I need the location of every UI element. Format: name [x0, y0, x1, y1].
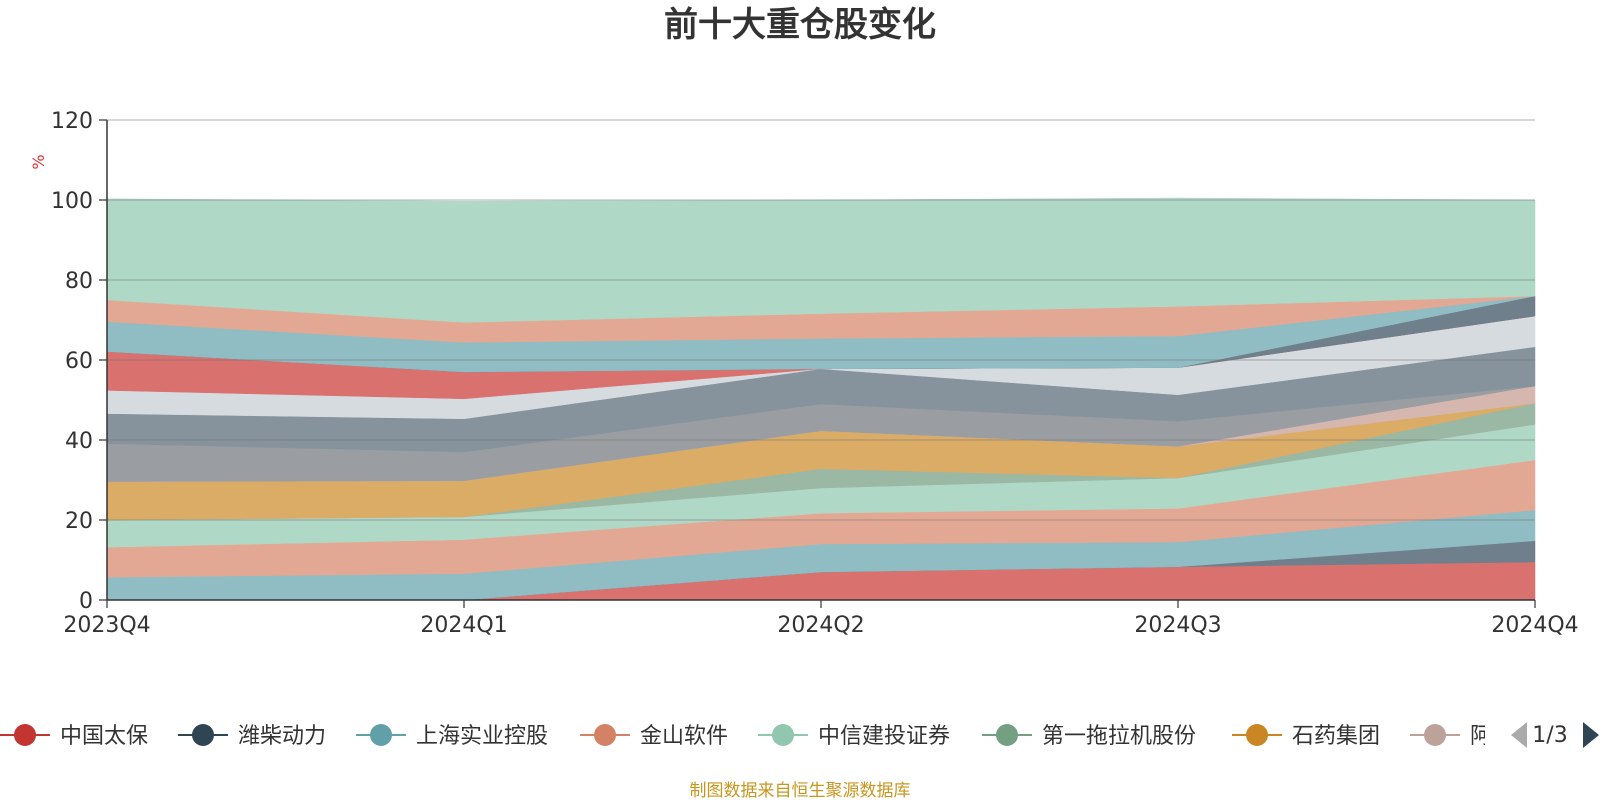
grid-layer — [107, 119, 1535, 521]
legend: 中国太保 潍柴动力 上海实业控股 金山软件 中信建投证券 第一拖拉机股份 石药集团 阿 — [0, 724, 1492, 749]
chart-title: 前十大重仓股变化 — [664, 5, 936, 45]
legend-circle-marker — [1246, 724, 1268, 746]
y-axis-unit-label: % — [29, 154, 48, 169]
legend-label: 上海实业控股 — [416, 724, 548, 749]
y-tick-label: 0 — [79, 589, 93, 614]
legend-pager: 1/3 — [1511, 722, 1599, 748]
y-tick-label: 100 — [51, 189, 93, 214]
legend-circle-marker — [192, 724, 214, 746]
legend-next-arrow-icon[interactable] — [1583, 722, 1599, 748]
legend-circle-marker — [996, 724, 1018, 746]
area-series-15 — [106, 197, 1536, 323]
x-tick-label: 2023Q4 — [63, 613, 150, 638]
legend-item[interactable]: 金山软件 — [580, 724, 728, 749]
x-tick-label: 2024Q1 — [420, 613, 507, 638]
legend-item[interactable]: 石药集团 — [1232, 724, 1380, 749]
legend-label: 阿 — [1470, 724, 1492, 749]
legend-circle-marker — [14, 724, 36, 746]
legend-label: 第一拖拉机股份 — [1042, 724, 1196, 749]
axes-layer: 0 20 40 60 80 100 120 2023Q4 2024Q1 2024Q2 2024Q3 2… — [51, 109, 1579, 638]
x-tick-label: 2024Q3 — [1134, 613, 1221, 638]
x-tick-label: 2024Q2 — [777, 613, 864, 638]
area-layer — [106, 197, 1536, 601]
legend-prev-arrow-icon[interactable] — [1511, 722, 1527, 748]
legend-page-indicator: 1/3 — [1532, 723, 1567, 748]
legend-item[interactable]: 中信建投证券 — [758, 724, 950, 749]
legend-label: 潍柴动力 — [238, 724, 326, 749]
legend-circle-marker — [1424, 724, 1446, 746]
legend-label: 中国太保 — [60, 724, 148, 749]
legend-circle-marker — [594, 724, 616, 746]
legend-item[interactable]: 上海实业控股 — [356, 724, 548, 749]
legend-circle-marker — [772, 724, 794, 746]
legend-label: 金山软件 — [640, 724, 728, 749]
y-tick-label: 80 — [65, 269, 93, 294]
legend-circle-marker — [370, 724, 392, 746]
y-tick-label: 60 — [65, 349, 93, 374]
legend-item[interactable]: 第一拖拉机股份 — [982, 724, 1196, 749]
x-tick-label: 2024Q4 — [1491, 613, 1578, 638]
legend-label: 石药集团 — [1292, 724, 1380, 749]
legend-item[interactable]: 潍柴动力 — [178, 724, 326, 749]
legend-label: 中信建投证券 — [818, 724, 950, 749]
source-note: 制图数据来自恒生聚源数据库 — [690, 781, 911, 800]
y-tick-label: 40 — [65, 429, 93, 454]
legend-item[interactable]: 中国太保 — [0, 724, 148, 749]
y-tick-label: 120 — [51, 109, 93, 134]
y-tick-label: 20 — [65, 509, 93, 534]
legend-item[interactable]: 阿 — [1410, 724, 1492, 749]
